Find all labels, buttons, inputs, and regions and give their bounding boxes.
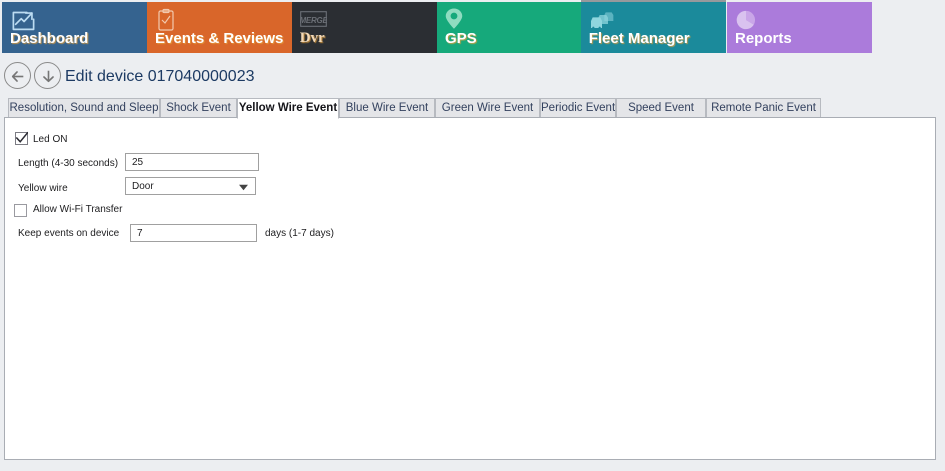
svg-text:MERGE: MERGE (300, 16, 327, 25)
